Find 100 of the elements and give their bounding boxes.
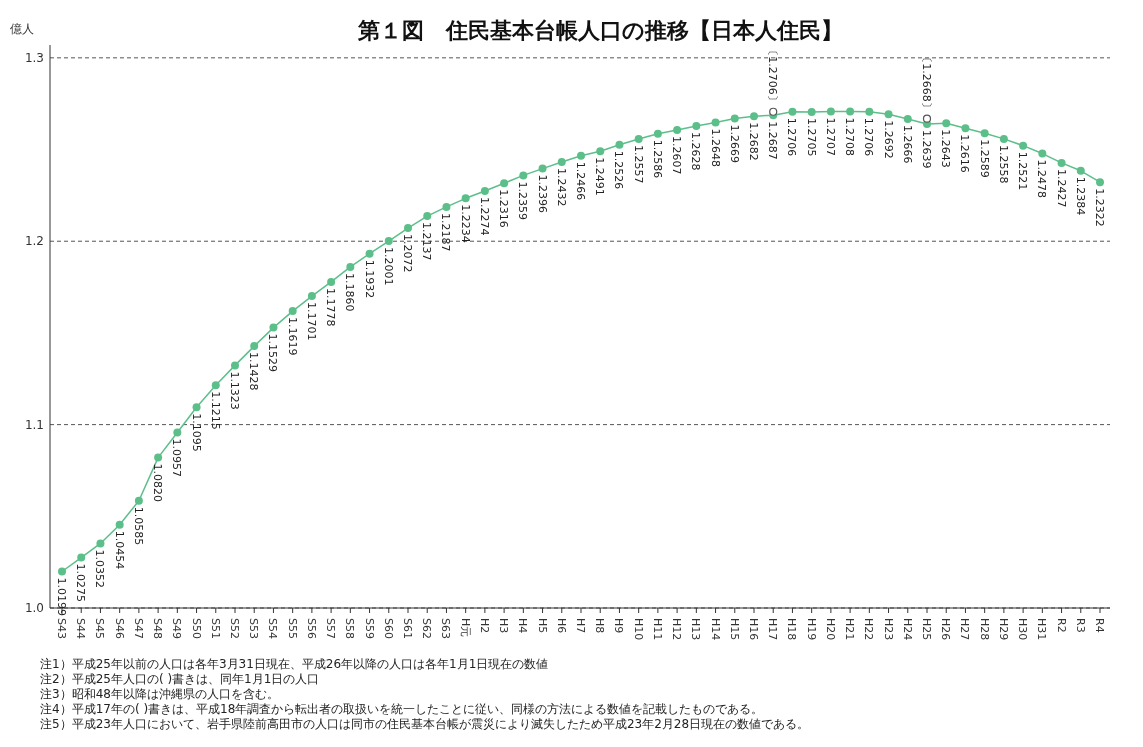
y-tick-label: 1.2 (24, 234, 44, 249)
data-label: 1.2692 (881, 120, 895, 159)
x-tick-label: R4 (1093, 618, 1106, 633)
point (596, 147, 605, 156)
point (750, 112, 758, 121)
data-label: 1.2384 (1073, 176, 1087, 216)
point (58, 567, 66, 576)
data-label: 1.2607 (670, 135, 684, 175)
data-label: 1.2558 (996, 144, 1010, 184)
data-label: 1.2706 (862, 117, 876, 157)
data-label: 1.2666 (900, 125, 914, 164)
x-tick-label: H17 (766, 618, 780, 641)
point (211, 381, 220, 390)
data-label: 1.2639 (920, 130, 933, 169)
data-label: 1.2521 (1016, 151, 1030, 191)
data-label: 1.2557 (631, 145, 645, 184)
point (653, 129, 662, 138)
x-tick-label: S60 (381, 618, 395, 639)
data-label: 〔1.2706〕 (766, 45, 780, 106)
x-tick-label: H23 (881, 618, 895, 641)
point (846, 107, 855, 116)
data-label: 1.2628 (689, 132, 703, 171)
point (365, 249, 374, 258)
x-tick-label: S54 (266, 618, 280, 639)
x-tick-label: H13 (689, 618, 703, 641)
data-label: 1.2001 (381, 247, 395, 286)
x-tick-label: S44 (74, 618, 88, 639)
data-label: 1.0820 (151, 463, 165, 503)
data-label: 1.2187 (439, 212, 453, 252)
point (461, 194, 470, 203)
x-tick-label: H28 (977, 618, 991, 641)
point (1038, 149, 1047, 158)
point (999, 134, 1008, 143)
x-tick-label: S58 (343, 618, 357, 639)
point (384, 237, 393, 246)
x-tick-label: H16 (747, 618, 760, 641)
x-tick-label: H10 (631, 618, 645, 641)
x-tick-label: H4 (516, 618, 530, 634)
data-label: 1.2137 (420, 222, 434, 261)
point (480, 186, 489, 195)
x-tick-label: S51 (208, 618, 222, 639)
x-tick-label: R3 (1073, 618, 1087, 633)
point (173, 428, 182, 437)
data-label: 1.0585 (131, 506, 145, 546)
text: 注4）平成17年の( )書きは、平成18年調査から転出者の取扱いを統一したことに従い、同様の方法による数値を記載したものである。 (40, 702, 764, 716)
point (269, 323, 278, 332)
data-label: 1.2316 (497, 189, 511, 228)
x-tick-label: S47 (131, 618, 145, 639)
data-label: 1.2359 (516, 181, 530, 220)
point (788, 107, 797, 116)
data-label: 1.2432 (554, 168, 568, 207)
x-tick-label: S53 (247, 618, 261, 639)
x-tick-label: H31 (1035, 618, 1049, 641)
text: 注5）平成23年人口において、岩手県陸前高田市の人口は同市の住民基本台帳が震災により滅失したため平成23年2月28日現在の数値である。 (40, 717, 810, 731)
data-label: 1.2396 (535, 174, 549, 214)
y-tick-label: 1.1 (24, 417, 44, 432)
x-tick-label: H30 (1016, 618, 1030, 641)
data-label: 1.2478 (1035, 159, 1049, 199)
x-tick-label: S52 (228, 618, 241, 639)
point (115, 520, 124, 529)
x-tick-label: H22 (862, 618, 876, 641)
point (557, 158, 566, 166)
data-label: 1.1529 (266, 333, 280, 373)
x-tick-label: S46 (112, 618, 126, 639)
data-label: 1.2072 (401, 234, 414, 273)
point (346, 262, 355, 271)
chart-title: 第１図 住民基本台帳人口の推移【日本人住民】 (356, 18, 843, 43)
x-tick-label: H8 (593, 618, 607, 634)
point (519, 171, 528, 180)
data-label: 1.1428 (247, 352, 261, 391)
x-tick-label: H24 (900, 618, 914, 641)
x-tick-label: H19 (804, 618, 818, 641)
data-label: 1.2274 (477, 196, 491, 236)
point (134, 496, 143, 505)
x-tick-label: H27 (958, 618, 972, 641)
x-tick-label: S50 (189, 618, 203, 639)
point (730, 114, 739, 123)
point (500, 179, 509, 188)
x-tick-label: H2 (477, 618, 491, 634)
text: 注2）平成25年人口の( )書きは、同年1月1日の人口 (40, 672, 320, 686)
point (634, 135, 643, 144)
x-tick-label: H5 (535, 618, 549, 634)
data-label: 1.2466 (574, 161, 587, 201)
point (404, 224, 412, 233)
data-label: 1.2687 (766, 121, 780, 160)
point (942, 119, 951, 128)
text: 注3）昭和48年以降は沖縄県の人口を含む。 (40, 687, 279, 701)
x-tick-label: H元 (458, 618, 472, 638)
point (1057, 158, 1066, 167)
point (961, 124, 970, 133)
data-label: 1.0957 (170, 438, 184, 477)
data-label: 1.2322 (1093, 188, 1106, 227)
point (711, 118, 720, 127)
x-tick-label: H11 (650, 618, 664, 641)
data-label: 1.1778 (324, 287, 338, 327)
data-label: 1.2427 (1054, 168, 1068, 208)
data-label: 1.2589 (977, 139, 991, 178)
point (327, 277, 336, 286)
point (1096, 178, 1104, 187)
point (980, 129, 989, 138)
